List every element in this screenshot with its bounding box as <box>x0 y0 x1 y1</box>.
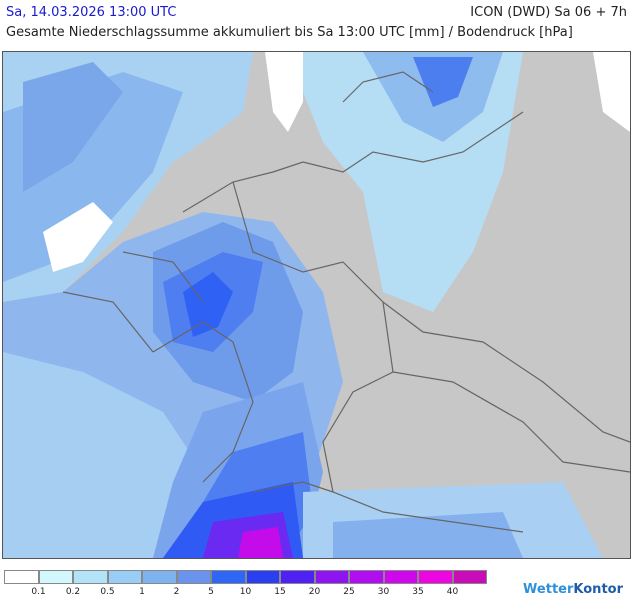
legend-label: 0.5 <box>100 587 115 597</box>
legend-swatch <box>73 570 108 584</box>
legend-label: 0.2 <box>65 587 81 597</box>
legend-swatch <box>211 570 246 584</box>
legend-label: 0.1 <box>31 587 46 597</box>
legend-label: 35 <box>412 587 424 597</box>
legend-swatch <box>176 570 211 584</box>
legend-swatch <box>38 570 73 584</box>
legend-bar <box>4 570 487 585</box>
legend-swatch <box>245 570 280 584</box>
brand-part2: Kontor <box>573 582 623 597</box>
legend-swatch <box>4 570 39 584</box>
legend-label: 15 <box>274 587 286 597</box>
legend-swatch <box>107 570 142 584</box>
legend-swatch <box>349 570 384 584</box>
legend-label: 1 <box>139 587 145 597</box>
legend-swatch <box>280 570 315 584</box>
legend-swatch <box>142 570 177 584</box>
model-run-label: ICON (DWD) Sa 06 + 7h <box>470 5 627 20</box>
legend-swatch <box>314 570 349 584</box>
legend-swatch <box>452 570 487 584</box>
borders <box>62 71 630 533</box>
wetterkontor-logo: WetterKontor <box>523 582 623 597</box>
legend-label: 5 <box>208 587 214 597</box>
legend-label: 20 <box>308 587 321 597</box>
brand-part1: Wetter <box>523 582 574 597</box>
legend-swatch <box>418 570 453 584</box>
precipitation-map[interactable] <box>2 51 631 559</box>
snow-areas <box>43 52 630 272</box>
legend-label: 40 <box>446 587 459 597</box>
map-canvas <box>3 52 630 558</box>
product-title: Gesamte Niederschlagssumme akkumuliert b… <box>6 25 573 40</box>
legend-label: 25 <box>343 587 355 597</box>
legend-label: 2 <box>173 587 180 597</box>
header: Sa, 14.03.2026 13:00 UTC ICON (DWD) Sa 0… <box>0 0 633 50</box>
date-time-label: Sa, 14.03.2026 13:00 UTC <box>6 5 177 20</box>
legend-label: 30 <box>377 587 390 597</box>
legend-swatch <box>383 570 418 584</box>
legend-label: 10 <box>239 587 252 597</box>
